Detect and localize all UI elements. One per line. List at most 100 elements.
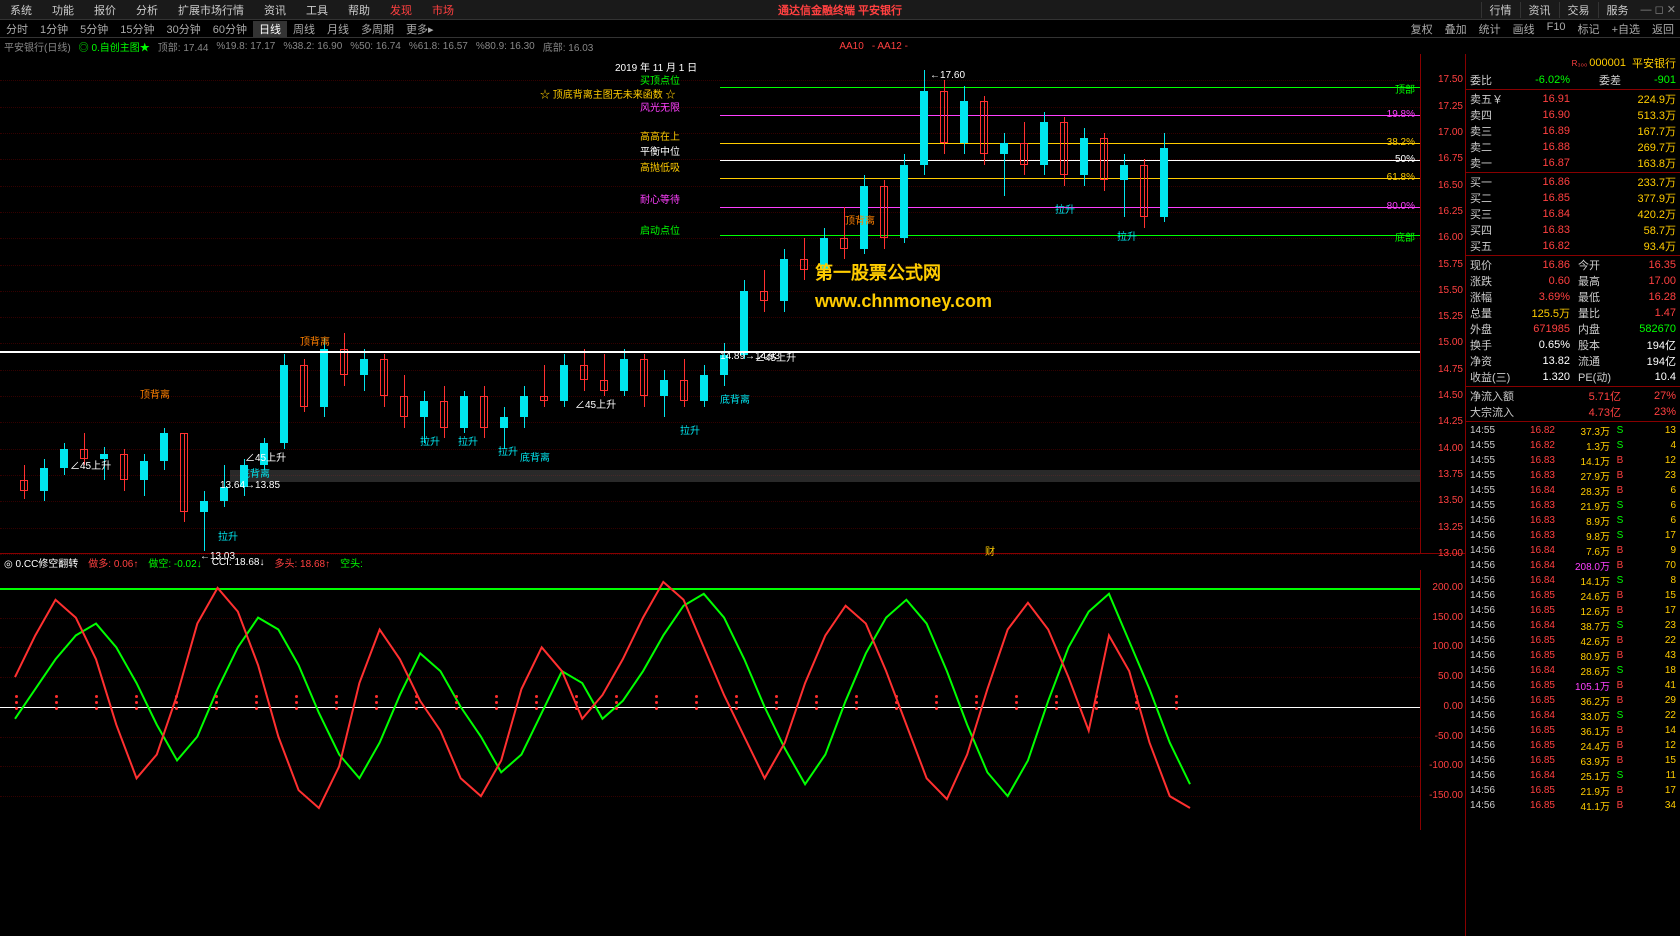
candle <box>140 454 148 496</box>
fib-label: 19.8% <box>1387 109 1415 120</box>
chart-label: 顶背离 <box>300 333 330 348</box>
tool-标记[interactable]: 标记 <box>1572 21 1606 37</box>
menu-资讯[interactable]: 资讯 <box>254 2 296 18</box>
trade-row: 14:5616.8521.9万B17 <box>1466 783 1680 798</box>
candle <box>360 349 368 391</box>
zero-line <box>0 707 1420 708</box>
chart-label: 高高在上 <box>640 128 680 143</box>
menu-发现[interactable]: 发现 <box>380 2 422 18</box>
candle <box>1060 117 1068 185</box>
tool-叠加[interactable]: 叠加 <box>1439 21 1473 37</box>
period-60分钟[interactable]: 60分钟 <box>207 21 253 37</box>
menu-报价[interactable]: 报价 <box>84 2 126 18</box>
trade-row: 14:5616.8524.4万B12 <box>1466 738 1680 753</box>
chart-label: 拉升 <box>420 433 440 448</box>
top-btn-行情[interactable]: 行情 <box>1481 2 1520 18</box>
marker-dot <box>415 695 418 698</box>
chart-label: ←13.03 <box>200 551 235 562</box>
marker-dot <box>335 695 338 698</box>
tool-复权[interactable]: 复权 <box>1405 21 1439 37</box>
candle <box>920 70 928 175</box>
fib-label: 38.2% <box>1387 137 1415 148</box>
fib-label: 50% <box>1395 154 1415 165</box>
upper-band <box>0 588 1420 590</box>
candle <box>580 349 588 391</box>
candle <box>280 354 288 449</box>
fib-label: 顶部 <box>1395 81 1415 96</box>
stat-row: 总量125.5万量比1.47 <box>1466 305 1680 321</box>
candle <box>680 359 688 406</box>
menu-功能[interactable]: 功能 <box>42 2 84 18</box>
tool-统计[interactable]: 统计 <box>1473 21 1507 37</box>
marker-dot <box>815 695 818 698</box>
menu-分析[interactable]: 分析 <box>126 2 168 18</box>
candle <box>400 375 408 428</box>
top-btn-交易[interactable]: 交易 <box>1559 2 1598 18</box>
watermark: www.chnmoney.com <box>815 291 992 312</box>
top-btn-服务[interactable]: 服务 <box>1598 2 1637 18</box>
window-controls[interactable]: — ◻ ✕ <box>1637 3 1680 16</box>
menu-市场[interactable]: 市场 <box>422 2 464 18</box>
period-多周期[interactable]: 多周期 <box>355 21 400 37</box>
candle <box>900 154 908 243</box>
marker-dot <box>215 695 218 698</box>
fib-label: 61.8% <box>1387 172 1415 183</box>
marker-dot <box>1095 695 1098 698</box>
period-日线[interactable]: 日线 <box>253 21 287 37</box>
trade-row: 14:5516.8321.9万S6 <box>1466 498 1680 513</box>
tool-画线[interactable]: 画线 <box>1507 21 1541 37</box>
menu-工具[interactable]: 工具 <box>296 2 338 18</box>
candle <box>1140 159 1148 227</box>
trade-row: 14:5616.8414.1万S8 <box>1466 573 1680 588</box>
menu-帮助[interactable]: 帮助 <box>338 2 380 18</box>
candle <box>380 354 388 407</box>
trade-ticker: 14:5516.8237.3万S1314:5516.821.3万S414:551… <box>1466 423 1680 813</box>
marker-dot <box>55 695 58 698</box>
chart-label: 13.64→13.85 <box>220 480 280 491</box>
fib-line <box>720 115 1420 116</box>
marker-dot <box>655 695 658 698</box>
period-周线[interactable]: 周线 <box>287 21 321 37</box>
stat-row: 外盘671985内盘582670 <box>1466 321 1680 337</box>
sub-chart[interactable]: -150.00-100.00-50.000.0050.00100.00150.0… <box>0 570 1465 830</box>
tool-F10[interactable]: F10 <box>1541 21 1572 37</box>
period-分时[interactable]: 分时 <box>0 21 34 37</box>
top-btn-资讯[interactable]: 资讯 <box>1520 2 1559 18</box>
candle <box>40 459 48 501</box>
chart-area[interactable]: 13.0013.2513.5013.7514.0014.2514.5014.75… <box>0 54 1465 936</box>
quote-panel: R₃₀₀ 000001 平安银行 委比 -6.02% 委差 -901 卖五￥16… <box>1465 54 1680 936</box>
asks-row: 卖二16.88269.7万 <box>1466 139 1680 155</box>
trade-row: 14:5616.8563.9万B15 <box>1466 753 1680 768</box>
marker-dot <box>255 695 258 698</box>
trade-row: 14:5616.8428.6万S18 <box>1466 663 1680 678</box>
candle <box>800 238 808 280</box>
menu-系统[interactable]: 系统 <box>0 2 42 18</box>
baseline <box>0 351 1420 353</box>
candle <box>440 386 448 439</box>
marker-dot <box>735 695 738 698</box>
chart-label: 拉升 <box>1117 228 1137 243</box>
marker-dot <box>1055 695 1058 698</box>
candle <box>1020 122 1028 175</box>
trade-row: 14:5516.8428.3万B6 <box>1466 483 1680 498</box>
period-月线[interactable]: 月线 <box>321 21 355 37</box>
period-更多▸[interactable]: 更多▸ <box>400 21 440 37</box>
period-30分钟[interactable]: 30分钟 <box>161 21 207 37</box>
period-5分钟[interactable]: 5分钟 <box>74 21 114 37</box>
chart-label: 底背离 <box>240 465 270 480</box>
tool-+自选[interactable]: +自选 <box>1606 21 1646 37</box>
fib-label: 80.0% <box>1387 201 1415 212</box>
period-1分钟[interactable]: 1分钟 <box>34 21 74 37</box>
trade-row: 14:5616.8512.6万B17 <box>1466 603 1680 618</box>
tool-返回[interactable]: 返回 <box>1646 21 1680 37</box>
trade-row: 14:5516.821.3万S4 <box>1466 438 1680 453</box>
chart-label: 高抛低吸 <box>640 159 680 174</box>
menu-扩展市场行情[interactable]: 扩展市场行情 <box>168 2 254 18</box>
bids-row: 买一16.86233.7万 <box>1466 174 1680 190</box>
main-chart[interactable]: 13.0013.2513.5013.7514.0014.2514.5014.75… <box>0 54 1465 554</box>
stat-row: 涨跌0.60最高17.00 <box>1466 273 1680 289</box>
period-15分钟[interactable]: 15分钟 <box>114 21 160 37</box>
chart-label: 拉升 <box>498 443 518 458</box>
fib-line <box>720 143 1420 144</box>
stat-row: 收益(三)1.320PE(动)10.4 <box>1466 369 1680 385</box>
